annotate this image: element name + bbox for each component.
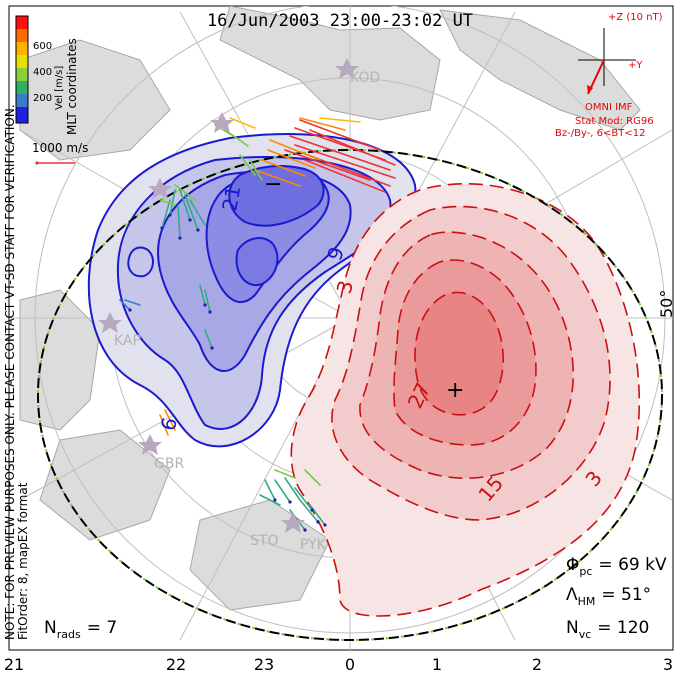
boundary-circle-vectors: [37, 149, 663, 641]
imf-arrow-head: [587, 85, 593, 94]
contour-label-21: 21: [217, 184, 245, 213]
colorbar-tick-200: 200: [33, 93, 52, 104]
colorbar-label: Vel [m/s]: [54, 66, 65, 110]
mlt-tick-21: 21: [4, 655, 24, 674]
mlt-tick-1: 1: [432, 655, 442, 674]
station-label-sto: STO: [250, 533, 278, 549]
positive-potential-cell: [290, 182, 641, 617]
latitude-label: 50°: [657, 290, 676, 318]
imf-z-label: +Z (10 nT): [608, 12, 663, 23]
boundary-circle: [37, 149, 663, 641]
mlt-tick-23: 23: [254, 655, 274, 674]
velocity-scale-label: 1000 m/s: [32, 141, 88, 155]
phi-pc-readout: Φpc = 69 kV: [566, 555, 667, 578]
nrads-readout: Nrads = 7: [44, 618, 117, 641]
mlt-tick-22: 22: [166, 655, 186, 674]
map-title: 16/Jun/2003 23:00-23:02 UT: [207, 11, 473, 31]
mlt-tick-3: 3: [663, 655, 673, 674]
colorbar-tick-400: 400: [33, 67, 52, 78]
lambda-hm-readout: ΛHM = 51°: [566, 585, 651, 608]
stat-model-label: Stat Mod: RG96: [575, 116, 654, 127]
imf-source-label: OMNI IMF: [585, 102, 633, 113]
imf-clock: [578, 28, 636, 86]
mlt-tick-2: 2: [532, 655, 542, 674]
station-label-kod: KOD: [350, 70, 380, 86]
imf-y-label: +Y: [628, 60, 643, 71]
fit-order-note: FitOrder: 8, mapEX format: [16, 482, 30, 640]
potential-maximum-marker: +: [446, 378, 464, 403]
station-label-pyk: PYK: [300, 537, 327, 553]
velocity-colorbar: [15, 15, 29, 124]
coordinate-system-label: MLT coordinates: [65, 38, 79, 135]
vector-origin-dots: [128, 213, 327, 532]
contour-label-3-upper: 3: [332, 278, 358, 297]
potential-minimum-marker: −: [264, 172, 282, 197]
station-label-kap: KAP: [114, 333, 141, 349]
contour-label-6: 6: [156, 415, 182, 434]
velocity-scale-origin: [35, 161, 39, 165]
colorbar-tick-600: 600: [33, 41, 52, 52]
mlt-tick-0: 0: [345, 655, 355, 674]
station-label-gbr: GBR: [154, 456, 184, 472]
preview-note: NOTE: FOR PREVIEW PURPOSES ONLY. PLEASE …: [3, 104, 17, 640]
station-markers: [98, 58, 359, 533]
nvc-readout: Nvc = 120: [566, 618, 649, 641]
imf-condition-label: Bz-/By-, 6<BT<12: [555, 128, 645, 139]
